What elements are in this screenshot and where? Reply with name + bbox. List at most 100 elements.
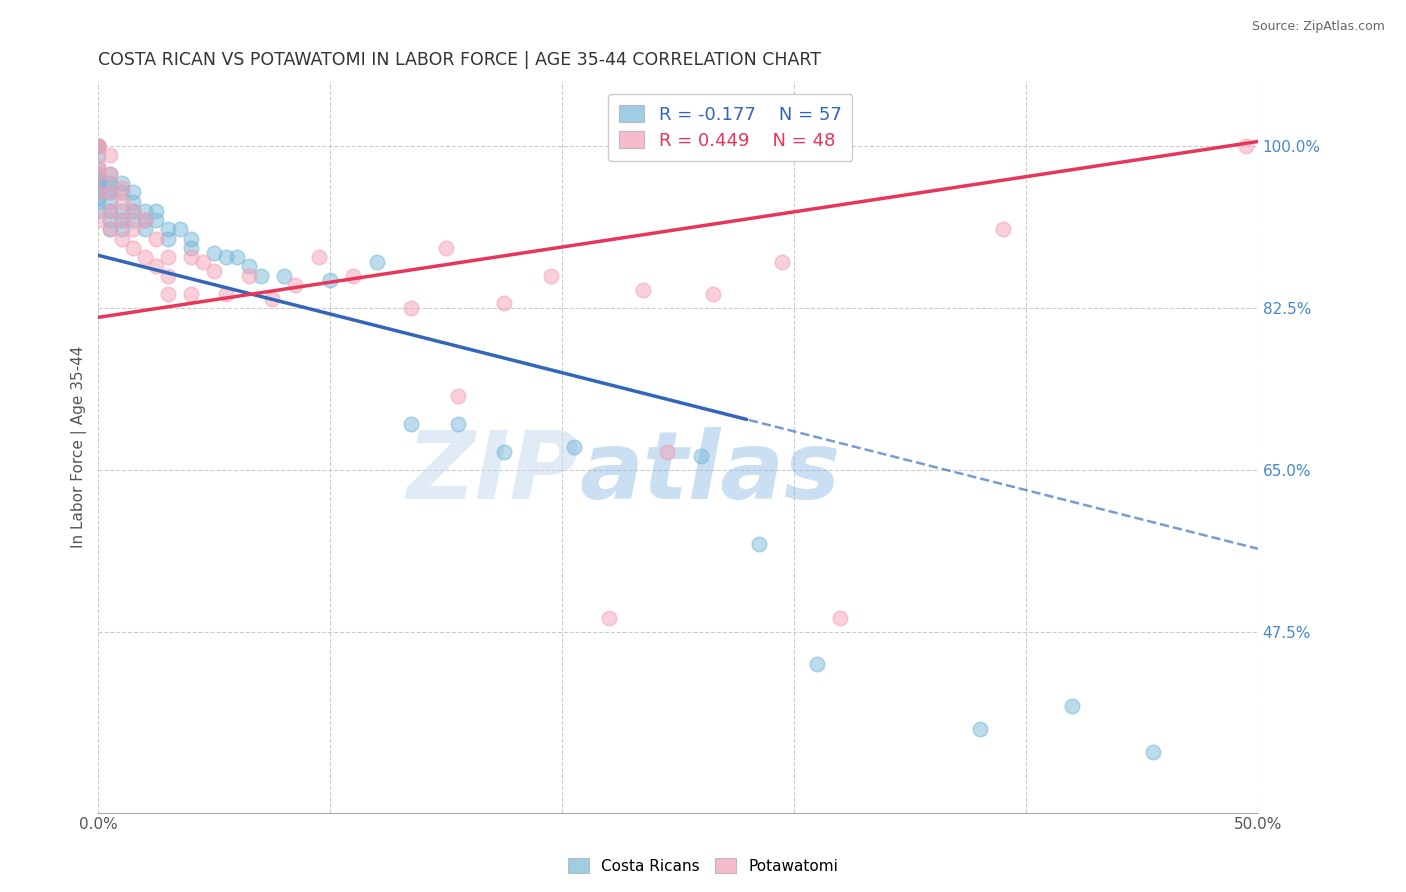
Point xyxy=(145,260,167,274)
Point xyxy=(494,444,516,458)
Point xyxy=(98,167,121,181)
Point xyxy=(690,449,713,463)
Point xyxy=(319,273,342,287)
Point xyxy=(122,186,145,200)
Point xyxy=(226,250,249,264)
Point xyxy=(145,213,167,227)
Point xyxy=(202,264,225,278)
Point xyxy=(169,222,191,236)
Point xyxy=(156,222,179,236)
Point xyxy=(1142,745,1164,759)
Point xyxy=(156,232,179,246)
Point xyxy=(969,723,991,737)
Point xyxy=(308,250,330,264)
Point xyxy=(540,268,562,283)
Point xyxy=(401,301,423,315)
Point xyxy=(238,260,260,274)
Point xyxy=(215,250,238,264)
Point xyxy=(772,255,794,269)
Point xyxy=(110,213,132,227)
Text: #ccddf0: #ccddf0 xyxy=(678,475,683,476)
Point xyxy=(262,292,284,306)
Point xyxy=(180,232,202,246)
Point xyxy=(447,389,470,403)
Point xyxy=(202,245,225,260)
Point xyxy=(134,213,156,227)
Point xyxy=(991,222,1014,236)
Point xyxy=(98,222,121,236)
Point xyxy=(180,250,202,264)
Point xyxy=(87,162,110,177)
Point xyxy=(122,241,145,255)
Point xyxy=(122,222,145,236)
Point xyxy=(1062,699,1084,714)
Point xyxy=(87,186,110,200)
Point xyxy=(98,203,121,218)
Point xyxy=(110,176,132,190)
Point xyxy=(434,241,457,255)
Point xyxy=(87,190,110,204)
Text: COSTA RICAN VS POTAWATOMI IN LABOR FORCE | AGE 35-44 CORRELATION CHART: COSTA RICAN VS POTAWATOMI IN LABOR FORCE… xyxy=(98,51,821,69)
Point xyxy=(98,222,121,236)
Point xyxy=(98,181,121,195)
Point xyxy=(87,148,110,162)
Point xyxy=(191,255,214,269)
Point xyxy=(134,203,156,218)
Text: ZIP: ZIP xyxy=(406,426,579,518)
Point xyxy=(342,268,364,283)
Point xyxy=(180,287,202,301)
Point xyxy=(156,268,179,283)
Point xyxy=(215,287,238,301)
Legend: R = -0.177    N = 57, R = 0.449    N = 48: R = -0.177 N = 57, R = 0.449 N = 48 xyxy=(609,94,852,161)
Point xyxy=(98,186,121,200)
Text: Source: ZipAtlas.com: Source: ZipAtlas.com xyxy=(1251,20,1385,33)
Point xyxy=(110,194,132,209)
Point xyxy=(87,139,110,153)
Point xyxy=(98,186,121,200)
Point xyxy=(87,167,110,181)
Point xyxy=(87,171,110,186)
Point xyxy=(87,181,110,195)
Point xyxy=(806,657,828,672)
Point xyxy=(238,268,260,283)
Point xyxy=(87,167,110,181)
Point xyxy=(633,283,655,297)
Point xyxy=(134,222,156,236)
Point xyxy=(273,268,295,283)
Point xyxy=(284,277,307,292)
Point xyxy=(145,232,167,246)
Point xyxy=(562,440,585,454)
Point xyxy=(134,250,156,264)
Point xyxy=(98,194,121,209)
Point xyxy=(156,287,179,301)
Point xyxy=(598,611,620,625)
Point xyxy=(122,203,145,218)
Point xyxy=(180,241,202,255)
Point xyxy=(110,203,132,218)
Point xyxy=(122,203,145,218)
Point xyxy=(87,139,110,153)
Point xyxy=(110,213,132,227)
Point xyxy=(87,186,110,200)
Point xyxy=(366,255,388,269)
Point xyxy=(702,287,724,301)
Point xyxy=(110,186,132,200)
Point xyxy=(830,611,852,625)
Point xyxy=(87,158,110,172)
Point xyxy=(1234,139,1257,153)
Point xyxy=(447,417,470,431)
Point xyxy=(98,148,121,162)
Point xyxy=(98,203,121,218)
Point xyxy=(494,296,516,310)
Point xyxy=(110,181,132,195)
Point xyxy=(156,250,179,264)
Point xyxy=(122,194,145,209)
Point xyxy=(249,268,271,283)
Point xyxy=(145,203,167,218)
Point xyxy=(122,213,145,227)
Point xyxy=(655,444,678,458)
Point xyxy=(110,232,132,246)
Point xyxy=(98,213,121,227)
Y-axis label: In Labor Force | Age 35-44: In Labor Force | Age 35-44 xyxy=(72,346,87,548)
Point xyxy=(98,167,121,181)
